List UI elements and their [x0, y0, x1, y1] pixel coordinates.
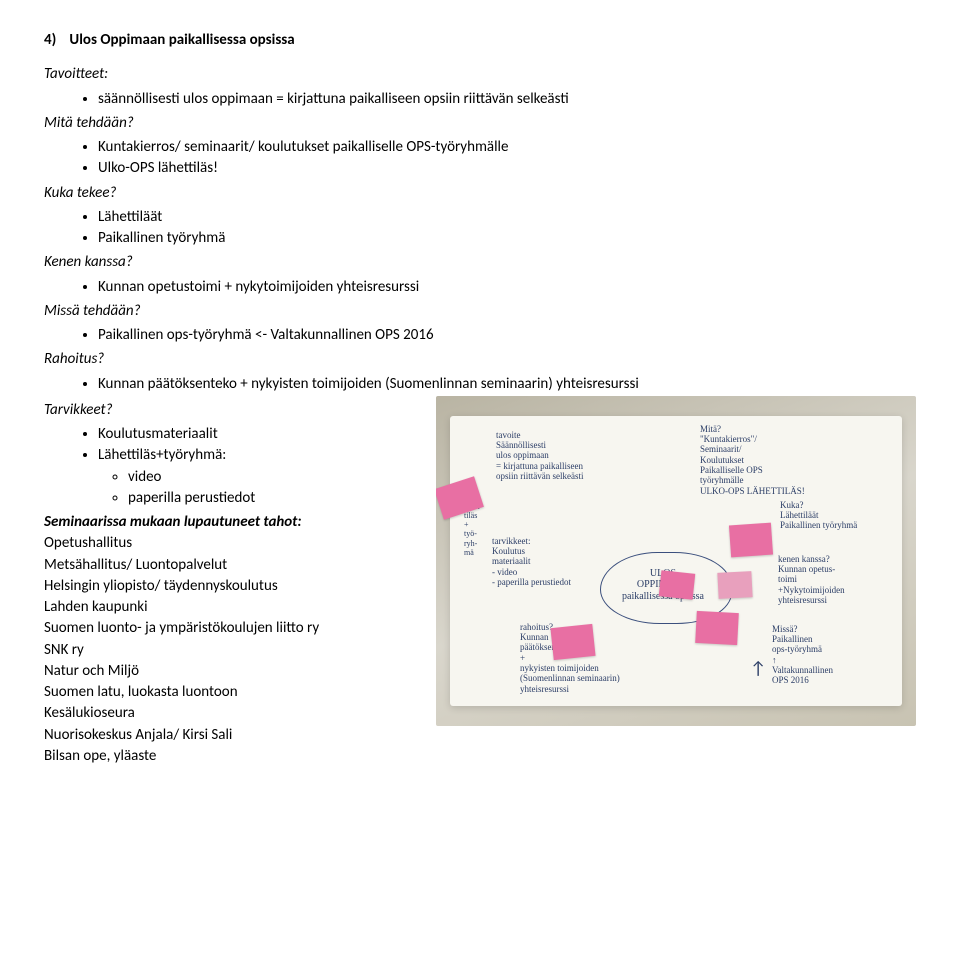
list-item-label: Lähettiläs+työryhmä:: [98, 446, 226, 464]
heading-number: 4): [44, 30, 66, 50]
list-item: Kunnan opetustoimi + nykytoimijoiden yht…: [98, 277, 916, 297]
list-item: säännöllisesti ulos oppimaan = kirjattun…: [98, 89, 916, 109]
list-item: Metsähallitus/ Luontopalvelut: [44, 555, 424, 575]
list-item: Paikallinen työryhmä: [98, 228, 916, 248]
goals-label: Tavoitteet:: [44, 64, 916, 84]
list-item: Nuorisokeskus Anjala/ Kirsi Sali: [44, 725, 424, 745]
list-item: Natur och Miljö: [44, 661, 424, 681]
sticky-note: [695, 611, 739, 645]
what-list: Kuntakierros/ seminaarit/ koulutukset pa…: [44, 137, 916, 179]
hand-kuka: Kuka? Lähettiläät Paikallinen työryhmä: [780, 500, 857, 531]
fund-label: Rahoitus?: [44, 349, 916, 369]
list-item: SNK ry: [44, 640, 424, 660]
list-item: Ulko-OPS lähettiläs!: [98, 158, 916, 178]
heading-text: Ulos Oppimaan paikallisessa opsissa: [69, 31, 294, 49]
who-list: Lähettiläät Paikallinen työryhmä: [44, 207, 916, 249]
supplies-sublist: video paperilla perustiedot: [98, 467, 424, 509]
sticky-note: [550, 624, 595, 660]
list-item: Kesälukioseura: [44, 703, 424, 723]
supplies-list: Koulutusmateriaalit Lähettiläs+työryhmä:…: [44, 424, 424, 508]
sticky-note: [717, 571, 752, 599]
arrow-icon: ↑: [750, 656, 766, 680]
where-label: Missä tehdään?: [44, 301, 916, 321]
list-item: Opetushallitus: [44, 533, 424, 553]
hand-tavoite: tavoite Säännöllisesti ulos oppimaan = k…: [496, 430, 583, 482]
with-list: Kunnan opetustoimi + nykytoimijoiden yht…: [44, 277, 916, 297]
goals-list: säännöllisesti ulos oppimaan = kirjattun…: [44, 89, 916, 109]
list-item: Lähettiläät: [98, 207, 916, 227]
supplies-label: Tarvikkeet?: [44, 400, 424, 420]
with-label: Kenen kanssa?: [44, 252, 916, 272]
hand-tarv: tarvikkeet: Koulutus materiaalit - video…: [492, 536, 571, 588]
list-item: Kuntakierros/ seminaarit/ koulutukset pa…: [98, 137, 916, 157]
list-item: Lähettiläs+työryhmä: video paperilla per…: [98, 445, 424, 508]
fund-list: Kunnan päätöksenteko + nykyisten toimijo…: [44, 374, 916, 394]
hand-mita: Mitä? "Kuntakierros"/ Seminaarit/ Koulut…: [700, 424, 805, 496]
list-item: video: [128, 467, 424, 487]
list-item: Paikallinen ops-työryhmä <- Valtakunnall…: [98, 325, 916, 345]
photo-placeholder: tavoite Säännöllisesti ulos oppimaan = k…: [436, 396, 916, 726]
who-label: Kuka tekee?: [44, 183, 916, 203]
hand-kenen: kenen kanssa? Kunnan opetus- toimi +Nyky…: [778, 554, 845, 606]
photo-paper: tavoite Säännöllisesti ulos oppimaan = k…: [450, 416, 902, 706]
seminar-title: Seminaarissa mukaan lupautuneet tahot:: [44, 512, 424, 532]
list-item: paperilla perustiedot: [128, 488, 424, 508]
list-item: Suomen latu, luokasta luontoon: [44, 682, 424, 702]
sticky-note: [729, 522, 773, 557]
list-item: Helsingin yliopisto/ täydennyskoulutus: [44, 576, 424, 596]
list-item: Kunnan päätöksenteko + nykyisten toimijo…: [98, 374, 916, 394]
what-label: Mitä tehdään?: [44, 113, 916, 133]
list-item: Bilsan ope, yläaste: [44, 746, 424, 766]
list-item: Lahden kaupunki: [44, 597, 424, 617]
list-item: Koulutusmateriaalit: [98, 424, 424, 444]
seminar-list: Opetushallitus Metsähallitus/ Luontopalv…: [44, 533, 424, 766]
hand-missa: Missä? Paikallinen ops-työryhmä ↑ Valtak…: [772, 624, 833, 686]
where-list: Paikallinen ops-työryhmä <- Valtakunnall…: [44, 325, 916, 345]
sticky-note: [659, 570, 696, 599]
page-heading: 4) Ulos Oppimaan paikallisessa opsissa: [44, 30, 916, 50]
list-item: Suomen luonto- ja ympäristökoulujen liit…: [44, 618, 424, 638]
